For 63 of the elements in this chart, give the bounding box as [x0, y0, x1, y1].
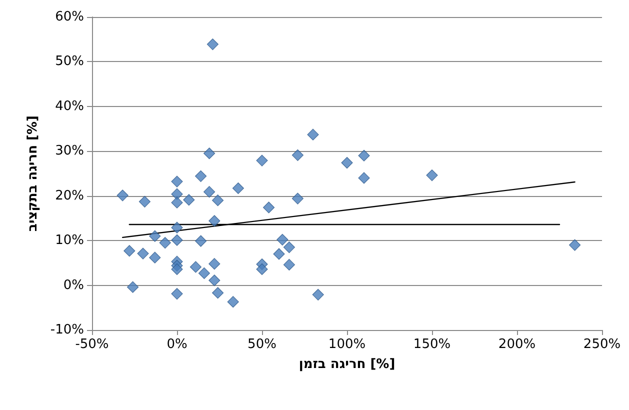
point [171, 196, 183, 208]
point [208, 258, 220, 270]
y-tick-label: -10% [50, 322, 84, 338]
point [273, 248, 285, 260]
point [190, 261, 202, 273]
point [292, 149, 304, 161]
point [283, 241, 295, 254]
y-tick-label: 20% [55, 188, 84, 204]
point [276, 234, 288, 246]
point [159, 237, 171, 249]
point [227, 296, 239, 308]
point [358, 150, 370, 162]
point [212, 194, 224, 206]
point [183, 194, 195, 206]
y-tick-label: 40% [55, 98, 84, 114]
x-tick-label: 250% [583, 337, 621, 352]
point [204, 148, 216, 160]
point [292, 192, 304, 204]
point [124, 245, 136, 257]
point [208, 215, 220, 227]
point [208, 274, 220, 286]
point [171, 176, 183, 188]
point [312, 288, 324, 300]
y-tick-label: 10% [55, 233, 84, 248]
point [256, 263, 268, 275]
y-tick-label: 50% [55, 54, 84, 70]
point [171, 263, 183, 275]
point [204, 186, 216, 198]
y-tick-label: 60% [55, 10, 84, 24]
point [195, 170, 207, 182]
point [127, 281, 139, 293]
point [116, 190, 128, 202]
point [137, 248, 149, 260]
x-tick-label: 100% [328, 337, 366, 352]
point [195, 235, 207, 247]
y-tick-label: 0% [63, 278, 84, 293]
point [206, 38, 218, 50]
y-tick-label: 30% [55, 144, 84, 159]
point [198, 267, 210, 280]
point [263, 202, 275, 214]
point [341, 156, 353, 169]
x-tick-label: 50% [248, 337, 276, 352]
x-tick-label: 0% [166, 337, 188, 352]
point [358, 172, 370, 184]
point [256, 154, 268, 166]
point [569, 239, 581, 251]
point [212, 287, 224, 299]
point [307, 128, 319, 140]
x-tick-label: 200% [498, 337, 536, 352]
point [283, 258, 295, 271]
point [149, 230, 161, 242]
point [426, 169, 438, 182]
point [149, 252, 161, 264]
x-tick-label: -50% [75, 337, 109, 352]
point [171, 188, 183, 200]
point [171, 288, 183, 300]
y-axis-title: חריגה בתקציב [%] [26, 116, 41, 232]
point [171, 222, 183, 234]
point [171, 234, 183, 246]
x-axis-title: חריגה בזמן [%] [298, 357, 396, 372]
x-tick-label: 150% [413, 337, 451, 352]
point [138, 196, 150, 208]
point [232, 182, 244, 194]
